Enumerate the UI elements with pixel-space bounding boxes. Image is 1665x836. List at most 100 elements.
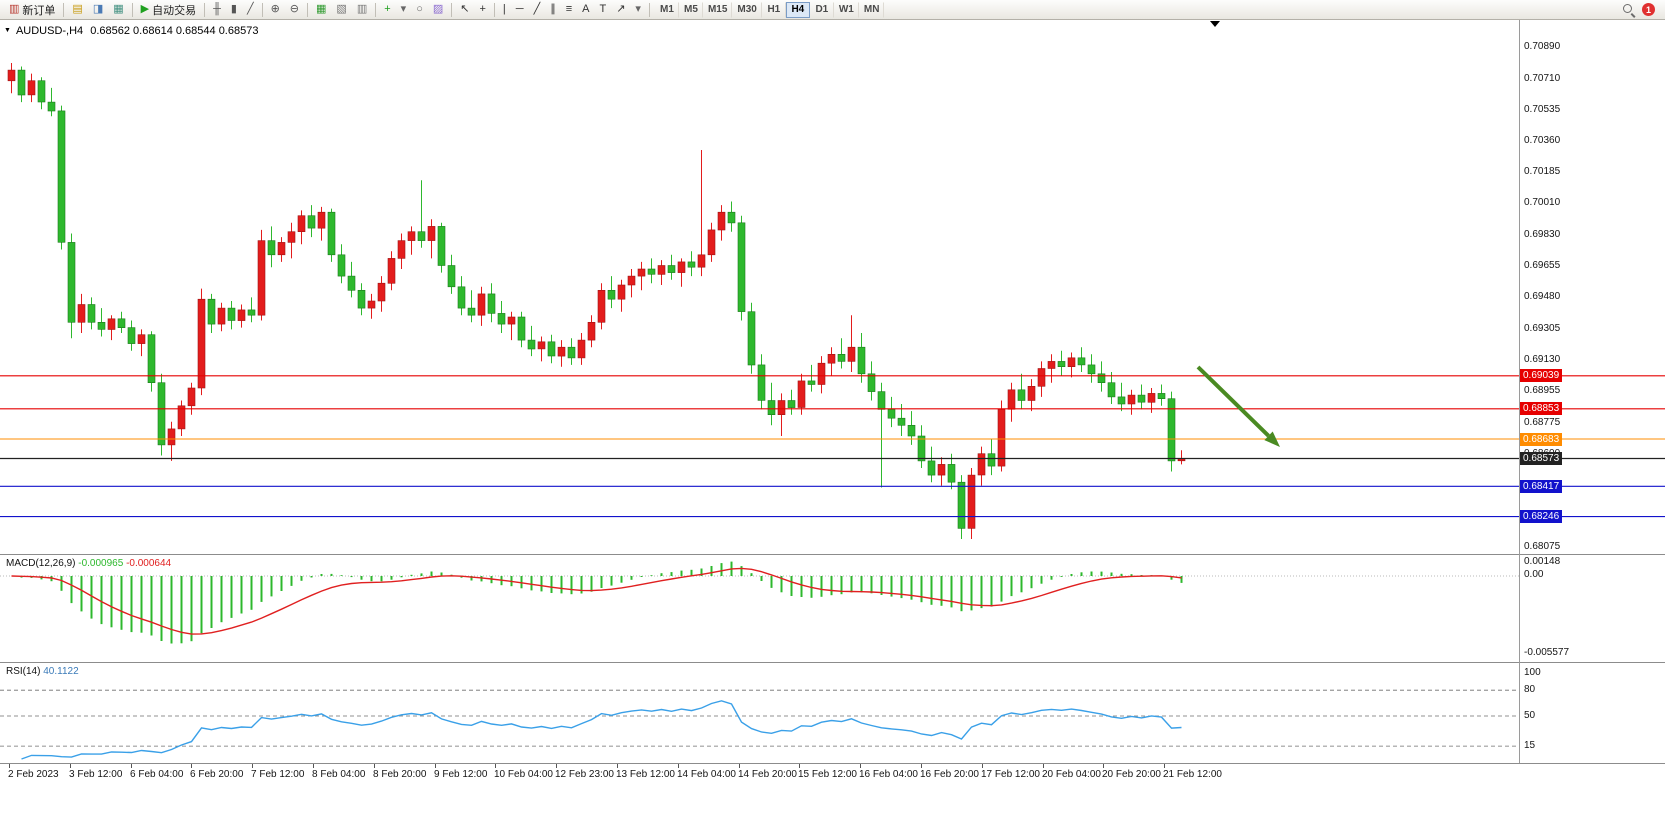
time-axis-tick [374, 764, 375, 768]
timeframe-W1[interactable]: W1 [834, 1, 859, 18]
price-level-tag: 0.68853 [1520, 402, 1563, 415]
indicators-icon: + [384, 3, 391, 15]
panel-separator[interactable] [0, 554, 1665, 555]
macd-axis-label: -0.005577 [1524, 647, 1570, 658]
timeframe-M1[interactable]: M1 [655, 1, 679, 18]
time-axis-label: 8 Feb 20:00 [373, 769, 427, 780]
time-axis-tick [435, 764, 436, 768]
zoom-in-button[interactable]: ⊕ [266, 1, 285, 18]
cascade-windows-icon: ▧ [336, 3, 347, 15]
time-axis-tick [70, 764, 71, 768]
charts-button[interactable]: ▤ [67, 1, 87, 18]
indicators-dropdown-button[interactable]: ▾ [396, 1, 412, 18]
trendline-button[interactable]: ╱ [529, 1, 546, 18]
time-axis-tick [799, 764, 800, 768]
toolbar-separator [493, 2, 495, 17]
time-axis-label: 6 Feb 04:00 [130, 769, 184, 780]
rsi-label: RSI(14) 40.1122 [6, 666, 79, 677]
cascade-windows-button[interactable]: ▧ [331, 1, 351, 18]
horizontal-line-button[interactable]: ─ [511, 1, 529, 18]
timeframe-D1[interactable]: D1 [810, 1, 834, 18]
time-axis-tick [1043, 764, 1044, 768]
tile-windows-icon: ▦ [316, 3, 327, 15]
timeframe-H4[interactable]: H4 [785, 1, 810, 18]
time-axis-tick [678, 764, 679, 768]
time-axis-label: 8 Feb 04:00 [312, 769, 366, 780]
toolbar-separator [204, 2, 206, 17]
zoom-in-icon: ⊕ [270, 3, 280, 15]
timeframe-M5[interactable]: M5 [679, 1, 703, 18]
trendline-icon: ╱ [533, 3, 541, 15]
candlestick-chart-button[interactable]: ▮ [226, 1, 242, 18]
panel-separator[interactable] [0, 662, 1665, 663]
data-window-button[interactable]: ▦ [108, 1, 128, 18]
chart-window[interactable]: ▼ AUDUSD-,H4 0.68562 0.68614 0.68544 0.68… [0, 20, 1665, 836]
toolbar-separator [307, 2, 309, 17]
toolbar-separator [451, 2, 453, 17]
crosshair-button[interactable]: + [474, 1, 490, 18]
panel-separator[interactable] [0, 763, 1665, 764]
profiles-button[interactable]: ◨ [88, 1, 108, 18]
price-axis-label: 0.68955 [1524, 385, 1561, 396]
toolbar-separator [648, 2, 650, 17]
timeframe-M30[interactable]: M30 [732, 1, 762, 18]
text-label-icon: T [599, 3, 607, 15]
indicators-dropdown-icon: ▾ [400, 3, 407, 15]
time-axis-tick [739, 764, 740, 768]
price-axis-separator [1519, 20, 1520, 763]
window-menu-icon[interactable]: ▼ [4, 27, 11, 34]
vertical-line-button[interactable]: | [498, 1, 511, 18]
chart-shift-marker[interactable] [1210, 21, 1220, 27]
time-axis-label: 20 Feb 20:00 [1102, 769, 1161, 780]
fibonacci-icon: ≡ [565, 3, 573, 15]
tile-windows-button[interactable]: ▦ [311, 1, 331, 18]
shapes-dropdown-button[interactable]: ▾ [630, 1, 646, 18]
time-axis-label: 12 Feb 23:00 [555, 769, 614, 780]
timeframe-M15[interactable]: M15 [703, 1, 733, 18]
fibonacci-button[interactable]: ≡ [561, 1, 577, 18]
new-order-label: 新订单 [22, 4, 56, 17]
price-axis-label: 0.69480 [1524, 291, 1561, 302]
price-axis-label: 0.70010 [1524, 197, 1561, 208]
notification-badge[interactable]: 1 [1642, 3, 1655, 16]
candlesticks [7, 63, 1186, 539]
timeframe-H1[interactable]: H1 [762, 1, 786, 18]
time-axis-tick [982, 764, 983, 768]
macd-axis-label: 0.00148 [1524, 556, 1561, 567]
time-axis-tick [131, 764, 132, 768]
rsi-axis-label: 50 [1524, 710, 1536, 721]
main-toolbar: ▥ 新订单 ▤ ◨ ▦ ▶ 自动交易 ╫ ▮ ╱ ⊕ ⊖ ▦ ▧ ▥ + ▾ ○ ▨ ↖ + | ─ ╱ ∥… [0, 0, 1665, 20]
time-axis-label: 21 Feb 12:00 [1163, 769, 1222, 780]
price-axis-label: 0.69305 [1524, 323, 1561, 334]
autotrade-button[interactable]: ▶ 自动交易 [136, 1, 201, 18]
zoom-out-button[interactable]: ⊖ [285, 1, 304, 18]
price-chart-canvas[interactable] [0, 20, 1665, 836]
indicators-button[interactable]: + [379, 1, 395, 18]
time-axis-tick [617, 764, 618, 768]
line-chart-icon: ╱ [246, 3, 254, 15]
time-axis-tick [9, 764, 10, 768]
price-axis-label: 0.69830 [1524, 229, 1561, 240]
trend-arrow[interactable] [1196, 365, 1280, 447]
rsi-axis-label: 80 [1524, 684, 1536, 695]
candlestick-chart-icon: ▮ [230, 3, 237, 15]
templates-icon: ▨ [432, 3, 444, 15]
time-axis-tick [191, 764, 192, 768]
search-icon[interactable] [1622, 3, 1635, 16]
toolbar-separator [375, 2, 377, 17]
text-button[interactable]: A [577, 1, 594, 18]
bar-chart-button[interactable]: ╫ [208, 1, 226, 18]
equidistant-channel-button[interactable]: ∥ [545, 1, 561, 18]
cursor-button[interactable]: ↖ [455, 1, 474, 18]
toolbar-separator [261, 2, 263, 17]
timeframe-MN[interactable]: MN [859, 1, 885, 18]
time-axis-label: 9 Feb 12:00 [434, 769, 488, 780]
periods-button[interactable]: ○ [411, 1, 428, 18]
line-chart-button[interactable]: ╱ [242, 1, 259, 18]
templates-button[interactable]: ▨ [428, 1, 448, 18]
new-order-button[interactable]: ▥ 新订单 [4, 1, 60, 18]
bar-chart-icon: ╫ [213, 3, 221, 15]
arrows-tool-button[interactable]: ↗ [611, 1, 630, 18]
text-label-button[interactable]: T [594, 1, 611, 18]
auto-arrange-button[interactable]: ▥ [352, 1, 372, 18]
